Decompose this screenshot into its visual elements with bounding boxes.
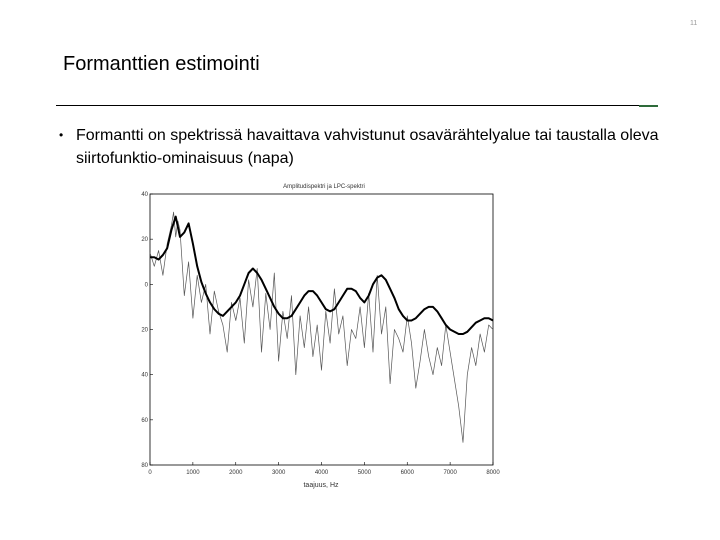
x-tick-label: 8000 — [486, 470, 500, 476]
y-tick-label: 80 — [141, 463, 148, 469]
x-tick-label: 2000 — [229, 470, 243, 476]
chart-title: Amplitudispektri ja LPC-spektri — [283, 184, 365, 190]
y-tick-label: 40 — [141, 373, 148, 379]
plot-lines — [149, 211, 494, 443]
title-divider — [56, 105, 639, 106]
x-tick-label: 6000 — [401, 470, 415, 476]
y-tick-label: 0 — [145, 282, 149, 288]
slide-number: 11 — [690, 20, 698, 27]
x-axis-label: taajuus, Hz — [303, 482, 339, 489]
x-tick-label: 4000 — [315, 470, 329, 476]
slide-title: Formanttien estimointi — [63, 53, 260, 75]
y-tick-label: 20 — [141, 328, 148, 334]
y-tick-label: 60 — [141, 418, 148, 424]
spectrum-chart: Amplitudispektri ja LPC-spektri 40200204… — [141, 184, 500, 489]
x-axis: 0 1000 2000 3000 4000 5000 6000 7000 8000 — [148, 462, 500, 476]
x-tick-label: 5000 — [358, 470, 372, 476]
bullet-marker: • — [59, 128, 64, 142]
x-tick-label: 7000 — [443, 470, 457, 476]
y-tick-label: 20 — [141, 237, 148, 243]
x-tick-label: 3000 — [272, 470, 286, 476]
bullet-item: • Formantti on spektrissä havaittava vah… — [59, 124, 676, 170]
amplitude-spectrum-line — [149, 211, 494, 443]
lpc-spectrum-line — [150, 215, 494, 335]
x-tick-label: 1000 — [186, 470, 200, 476]
title-divider-accent — [639, 105, 658, 107]
y-axis: 40 20 0 20 40 60 80 — [141, 192, 153, 469]
bullet-text: Formantti on spektrissä havaittava vahvi… — [76, 127, 659, 167]
plot-frame — [149, 193, 494, 466]
x-tick-label: 0 — [148, 470, 152, 476]
y-tick-label: 40 — [141, 192, 148, 198]
